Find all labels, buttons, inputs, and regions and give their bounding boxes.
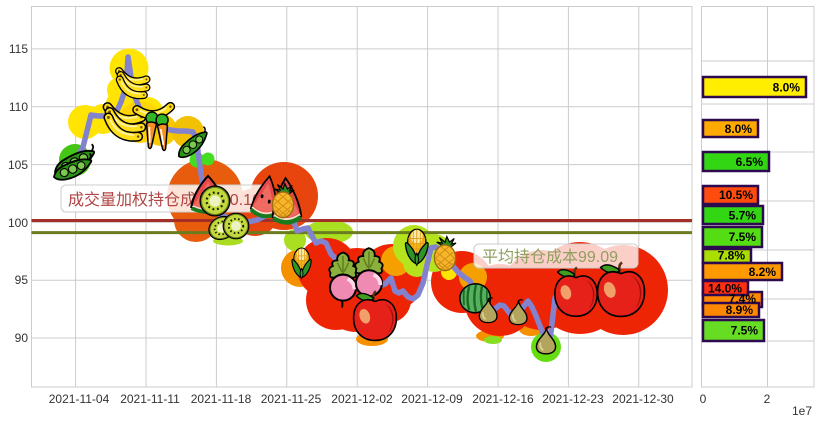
svg-text:100: 100 <box>8 216 28 230</box>
svg-text:8.0%: 8.0% <box>725 122 753 136</box>
svg-text:5.7%: 5.7% <box>729 209 757 223</box>
svg-text:8.9%: 8.9% <box>726 303 754 317</box>
svg-text:0: 0 <box>700 392 707 406</box>
svg-text:7.5%: 7.5% <box>731 324 759 338</box>
svg-text:2021-11-11: 2021-11-11 <box>120 392 180 406</box>
svg-text:10.5%: 10.5% <box>719 188 753 202</box>
svg-text:2021-12-02: 2021-12-02 <box>331 392 393 406</box>
svg-text:110: 110 <box>9 100 28 114</box>
svg-text:平均持仓成本99.09: 平均持仓成本99.09 <box>482 248 618 266</box>
svg-text:2021-11-18: 2021-11-18 <box>191 392 252 406</box>
svg-text:2021-12-30: 2021-12-30 <box>612 392 674 406</box>
svg-text:8.2%: 8.2% <box>749 265 777 279</box>
svg-text:2021-12-23: 2021-12-23 <box>542 392 604 406</box>
svg-text:6.5%: 6.5% <box>736 155 764 169</box>
svg-text:14.0%: 14.0% <box>708 282 742 296</box>
svg-text:成交量加权持仓成本100.16: 成交量加权持仓成本100.16 <box>68 191 261 209</box>
svg-text:2021-12-16: 2021-12-16 <box>472 392 534 406</box>
svg-text:95: 95 <box>15 273 29 287</box>
svg-text:7.4%: 7.4% <box>729 292 757 306</box>
svg-text:7.8%: 7.8% <box>718 249 746 263</box>
svg-text:2021-11-04: 2021-11-04 <box>49 392 110 406</box>
svg-text:115: 115 <box>9 42 28 56</box>
svg-text:1e7: 1e7 <box>792 404 812 418</box>
svg-text:90: 90 <box>15 331 29 345</box>
svg-text:2021-12-09: 2021-12-09 <box>401 392 463 406</box>
svg-text:7.5%: 7.5% <box>729 230 757 244</box>
svg-text:2021-11-25: 2021-11-25 <box>261 392 322 406</box>
svg-text:2: 2 <box>764 392 771 406</box>
svg-text:8.0%: 8.0% <box>773 81 801 95</box>
svg-text:105: 105 <box>8 158 28 172</box>
